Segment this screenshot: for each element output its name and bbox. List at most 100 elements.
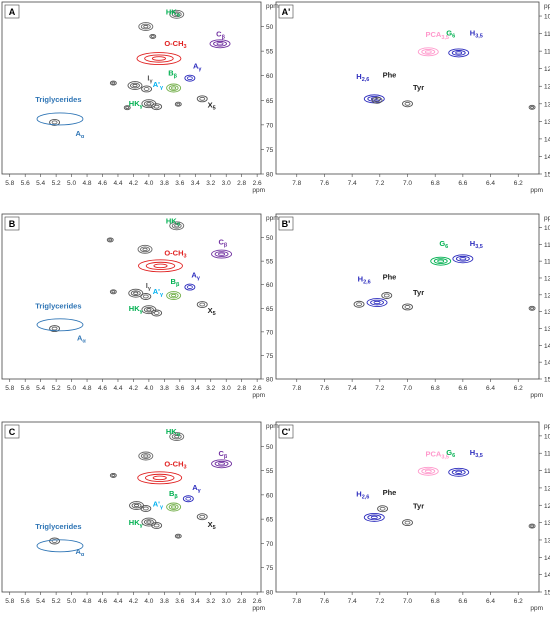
x-tick-label: 2.8 [237, 180, 246, 187]
y-tick-label: 80 [266, 377, 274, 384]
x-tick-label: 5.0 [67, 385, 76, 392]
y-tick-label: 125 [544, 292, 550, 299]
peak-label: A'γ [153, 500, 164, 511]
x-tick-label: 6.2 [514, 385, 523, 392]
peak-label: Cβ [218, 449, 227, 460]
x-tick-label: 3.0 [222, 180, 231, 187]
peak-label: H3,5 [470, 28, 483, 39]
peak-label: H2,6 [356, 490, 369, 501]
peak-label: PCA3,5 [425, 30, 449, 41]
peak-label: HKα [166, 427, 181, 438]
cross-peak [151, 103, 163, 111]
cross-peak [169, 221, 185, 231]
y-tick-label: 60 [266, 73, 274, 80]
y-axis-unit: ppm [544, 423, 550, 430]
x-tick-label: 4.2 [129, 385, 138, 392]
peak-label: Cβ [216, 29, 225, 40]
panel-label-text: A [9, 7, 16, 17]
peak-label: O-CH3 [164, 460, 186, 471]
x-axis-unit: ppm [252, 187, 265, 194]
cross-peak [140, 293, 152, 300]
y-tick-label: 130 [544, 309, 550, 316]
x-axis-unit: ppm [252, 605, 265, 612]
x-tick-label: 7.6 [320, 598, 329, 605]
peak-label: Aγ [191, 271, 200, 282]
x-tick-label: 4.8 [83, 385, 92, 392]
peak-label: X5 [208, 101, 216, 112]
x-tick-label: 7.2 [375, 598, 384, 605]
plot-frame [275, 213, 540, 380]
panel-A: A 50 55 60 65 70 75 80 ppm 5.8 5.6 5.4 5.2 5.0 4.8 4.6 4… [1, 1, 279, 194]
cross-peak [166, 502, 182, 512]
x-tick-label: 7.0 [403, 180, 412, 187]
x-tick-label: 5.2 [52, 180, 61, 187]
cross-peak [137, 471, 183, 485]
x-tick-label: 6.8 [431, 598, 440, 605]
x-tick-label: 4.8 [83, 598, 92, 605]
x-tick-label: 3.2 [206, 180, 215, 187]
y-axis-unit: ppm [266, 423, 279, 430]
cross-peak [211, 249, 233, 259]
triglycerides-region [36, 112, 84, 126]
peak-label: Tyr [413, 83, 424, 92]
x-tick-label: 3.2 [206, 385, 215, 392]
y-tick-label: 55 [266, 49, 274, 56]
x-tick-label: 4.2 [129, 598, 138, 605]
y-tick-label: 50 [266, 24, 274, 31]
peak-label: Bβ [168, 69, 177, 80]
x-axis-unit: ppm [530, 605, 543, 612]
x-tick-label: 5.8 [5, 598, 14, 605]
x-tick-label: 7.8 [292, 598, 301, 605]
cross-peak [169, 432, 185, 442]
x-tick-label: 2.6 [253, 180, 262, 187]
y-tick-label: 50 [266, 235, 274, 242]
x-tick-label: 4.0 [144, 180, 153, 187]
y-tick-label: 135 [544, 537, 550, 544]
x-tick-label: 6.2 [514, 598, 523, 605]
x-tick-label: 6.8 [431, 180, 440, 187]
peak-label: H2,6 [358, 274, 371, 285]
cross-peak [452, 254, 474, 264]
peak-label: A'γ [153, 80, 164, 91]
y-tick-label: 145 [544, 360, 550, 367]
cross-peak [381, 292, 393, 299]
cross-peak [138, 22, 154, 32]
peak-label: Iγ [146, 281, 152, 292]
y-tick-label: 130 [544, 520, 550, 527]
cross-peak [211, 459, 233, 469]
peak-label: X5 [208, 520, 216, 531]
y-tick-label: 110 [544, 242, 550, 249]
cross-peak [169, 9, 185, 19]
plot-frame [1, 1, 262, 175]
cross-peak [448, 48, 470, 58]
peak-label: A'γ [153, 287, 164, 298]
cross-peak [138, 451, 154, 461]
peak-label: G6 [439, 239, 448, 250]
x-tick-label: 5.0 [67, 598, 76, 605]
x-tick-label: 7.8 [292, 180, 301, 187]
cross-peak [123, 105, 131, 111]
x-tick-label: 6.6 [458, 385, 467, 392]
y-tick-label: 105 [544, 433, 550, 440]
y-tick-label: 130 [544, 101, 550, 108]
peak-label: Tyr [413, 288, 424, 297]
cross-peak [377, 505, 389, 513]
y-tick-label: 145 [544, 572, 550, 579]
y-tick-label: 110 [544, 31, 550, 38]
y-tick-label: 120 [544, 66, 550, 73]
cross-peak [140, 505, 152, 512]
x-tick-label: 3.6 [175, 598, 184, 605]
peak-label: Aγ [192, 483, 201, 494]
x-tick-label: 3.4 [191, 598, 200, 605]
plot-frame [1, 213, 262, 380]
y-tick-label: 65 [266, 517, 274, 524]
x-tick-label: 5.8 [5, 180, 14, 187]
cross-peak [366, 298, 388, 308]
peak-label: Cβ [218, 238, 227, 249]
peak-label: Aα [75, 547, 84, 558]
cross-peak [184, 283, 196, 291]
x-tick-label: 4.0 [144, 598, 153, 605]
x-tick-label: 4.8 [83, 180, 92, 187]
y-tick-label: 110 [544, 451, 550, 458]
panel-label-text: A' [282, 7, 291, 17]
